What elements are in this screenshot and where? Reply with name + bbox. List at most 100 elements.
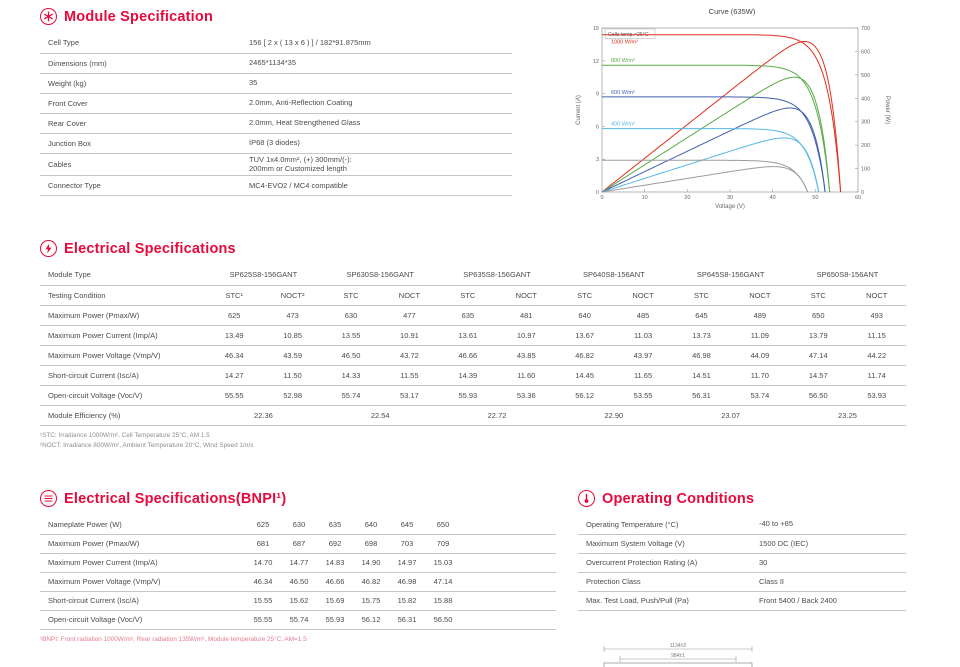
svg-text:400 W/m²: 400 W/m² bbox=[611, 122, 635, 128]
table-row: Maximum Power Current (Imp/A) 14.70 14.77 1… bbox=[40, 553, 556, 573]
table-row: Maximum Power Voltage (Vmp/V) 46.34 46.50 4… bbox=[40, 572, 556, 592]
table-row: Cables TUV 1x4.0mm², (+) 300mm/(-): 200mm… bbox=[40, 153, 512, 176]
spec-value: 625 bbox=[205, 305, 264, 326]
spec-value: 55.55 bbox=[245, 610, 281, 630]
row-value: IP68 (3 diodes) bbox=[245, 133, 512, 154]
spec-value: 53.17 bbox=[380, 385, 439, 406]
row-label: Rear Cover bbox=[40, 113, 245, 134]
spec-value: 14.33 bbox=[321, 365, 381, 386]
spec-value: 56.31 bbox=[389, 610, 425, 630]
row-label: Connector Type bbox=[40, 175, 245, 196]
operating-conditions-section: Operating Conditions Operating Temperatu… bbox=[578, 490, 906, 611]
spec-value: 640 bbox=[555, 305, 614, 326]
stc-header: STC bbox=[789, 285, 848, 306]
table-row: Short-circuit Current (Isc/A) 15.55 15.62 1… bbox=[40, 591, 556, 611]
row-label: Nameplate Power (W) bbox=[40, 515, 245, 535]
spec-value: 13.67 bbox=[555, 325, 614, 346]
row-label: Maximum Power Voltage (Vmp/V) bbox=[40, 572, 245, 592]
stc-header: STC bbox=[555, 285, 614, 306]
electrical-spec-header: Electrical Specifications bbox=[40, 240, 906, 257]
filler-cell bbox=[461, 610, 556, 630]
svg-text:200: 200 bbox=[861, 143, 870, 149]
svg-text:Power (W): Power (W) bbox=[884, 96, 890, 124]
spec-value: 635 bbox=[317, 515, 353, 535]
table-row: Maximum Power Current (Imp/A) 13.49 10.85 1… bbox=[40, 325, 906, 346]
spec-value: 645 bbox=[389, 515, 425, 535]
spec-value: 56.50 bbox=[425, 610, 461, 630]
row-label: Maximum Power (Pmax/W) bbox=[40, 305, 205, 326]
electrical-spec-title: Electrical Specifications bbox=[64, 240, 236, 257]
table-row: Short-circuit Current (Isc/A) 14.27 11.50 1… bbox=[40, 365, 906, 386]
svg-text:Curve (635W): Curve (635W) bbox=[709, 7, 756, 16]
spec-value: 11.65 bbox=[613, 365, 673, 386]
spec-value: 13.49 bbox=[205, 325, 264, 346]
spec-value: 489 bbox=[730, 305, 790, 326]
thermometer-icon bbox=[578, 490, 595, 507]
spec-value: 53.55 bbox=[613, 385, 673, 406]
row-value: TUV 1x4.0mm², (+) 300mm/(-): 200mm or Cu… bbox=[245, 153, 512, 176]
dimension-drawing-svg: 1134±2 984±1 bbox=[603, 643, 753, 667]
spec-value: 635 bbox=[438, 305, 498, 326]
row-label: Junction Box bbox=[40, 133, 245, 154]
bnpi-footnote: ¹BNPI: Front radiation 1000W/m², Rear ra… bbox=[40, 635, 307, 643]
svg-text:600 W/m²: 600 W/m² bbox=[611, 90, 635, 96]
spec-value: 625 bbox=[245, 515, 281, 535]
spec-value: 56.12 bbox=[353, 610, 389, 630]
svg-text:100: 100 bbox=[861, 167, 870, 173]
module-type-label: Module Type bbox=[40, 265, 205, 286]
operating-conditions-table: Operating Temperature (°C) -40 to +85 Maxi… bbox=[578, 515, 906, 611]
spec-value: 15.69 bbox=[317, 591, 353, 611]
svg-text:10: 10 bbox=[642, 195, 648, 201]
noct-header: NOCT bbox=[730, 285, 790, 306]
spec-value: 630 bbox=[321, 305, 381, 326]
svg-text:12: 12 bbox=[593, 59, 599, 65]
table-row: Overcurrent Protection Rating (A) 30 bbox=[578, 553, 906, 573]
svg-text:984±1: 984±1 bbox=[671, 653, 685, 659]
spec-value: 46.50 bbox=[321, 345, 381, 366]
filler-cell bbox=[461, 572, 556, 592]
svg-text:700: 700 bbox=[861, 26, 870, 32]
table-row: Max. Test Load, Push/Pull (Pa) Front 5400… bbox=[578, 591, 906, 611]
module-name: SP640S8-156ANT bbox=[555, 265, 673, 286]
table-row: Maximum Power Voltage (Vmp/V) 46.34 43.59 4… bbox=[40, 345, 906, 366]
noct-header: NOCT bbox=[497, 285, 556, 306]
svg-text:1000 W/m²: 1000 W/m² bbox=[611, 40, 638, 46]
spec-value: 55.74 bbox=[281, 610, 317, 630]
spec-value: 56.31 bbox=[672, 385, 731, 406]
spec-value: 14.83 bbox=[317, 553, 353, 573]
spec-value: 14.51 bbox=[672, 365, 731, 386]
operating-conditions-title: Operating Conditions bbox=[602, 490, 755, 507]
svg-text:0: 0 bbox=[596, 190, 599, 196]
filler-cell bbox=[461, 515, 556, 535]
lightning-icon bbox=[40, 240, 57, 257]
bifacial-lines-icon bbox=[40, 490, 57, 507]
stc-header: STC¹ bbox=[205, 285, 264, 306]
spec-value: 55.74 bbox=[321, 385, 381, 406]
row-label: Maximum Power Current (Imp/A) bbox=[40, 553, 245, 573]
bnpi-spec-table: Nameplate Power (W) 625 630 635 640 645 650 Max… bbox=[40, 515, 556, 630]
filler-cell bbox=[461, 553, 556, 573]
spec-value: 44.22 bbox=[847, 345, 906, 366]
spec-value: 13.79 bbox=[789, 325, 848, 346]
row-label: Weight (kg) bbox=[40, 73, 245, 94]
noct-header: NOCT bbox=[380, 285, 439, 306]
table-row: Open-circuit Voltage (Voc/V) 55.55 52.98 55… bbox=[40, 385, 906, 406]
spec-value: 46.66 bbox=[438, 345, 498, 366]
row-label: Maximum Power Voltage (Vmp/V) bbox=[40, 345, 205, 366]
module-spec-title: Module Specification bbox=[64, 8, 214, 25]
efficiency-value: 22.54 bbox=[321, 405, 439, 426]
table-row: Connector Type MC4-EVO2 / MC4 compatible bbox=[40, 175, 512, 196]
spec-value: 645 bbox=[672, 305, 731, 326]
spec-value: 55.93 bbox=[317, 610, 353, 630]
table-row: Rear Cover 2.0mm, Heat Strengthened Glass bbox=[40, 113, 512, 134]
row-label: Open-circuit Voltage (Voc/V) bbox=[40, 610, 245, 630]
spec-value: 13.73 bbox=[672, 325, 731, 346]
noct-header: NOCT bbox=[847, 285, 906, 306]
spec-value: 15.88 bbox=[425, 591, 461, 611]
row-label: Overcurrent Protection Rating (A) bbox=[578, 553, 755, 573]
table-row: Maximum System Voltage (V) 1500 DC (IEC) bbox=[578, 534, 906, 554]
spec-value: 14.90 bbox=[353, 553, 389, 573]
row-value: 2.0mm, Heat Strengthened Glass bbox=[245, 113, 512, 134]
spec-value: 46.82 bbox=[353, 572, 389, 592]
table-row: Nameplate Power (W) 625 630 635 640 645 650 bbox=[40, 515, 556, 535]
